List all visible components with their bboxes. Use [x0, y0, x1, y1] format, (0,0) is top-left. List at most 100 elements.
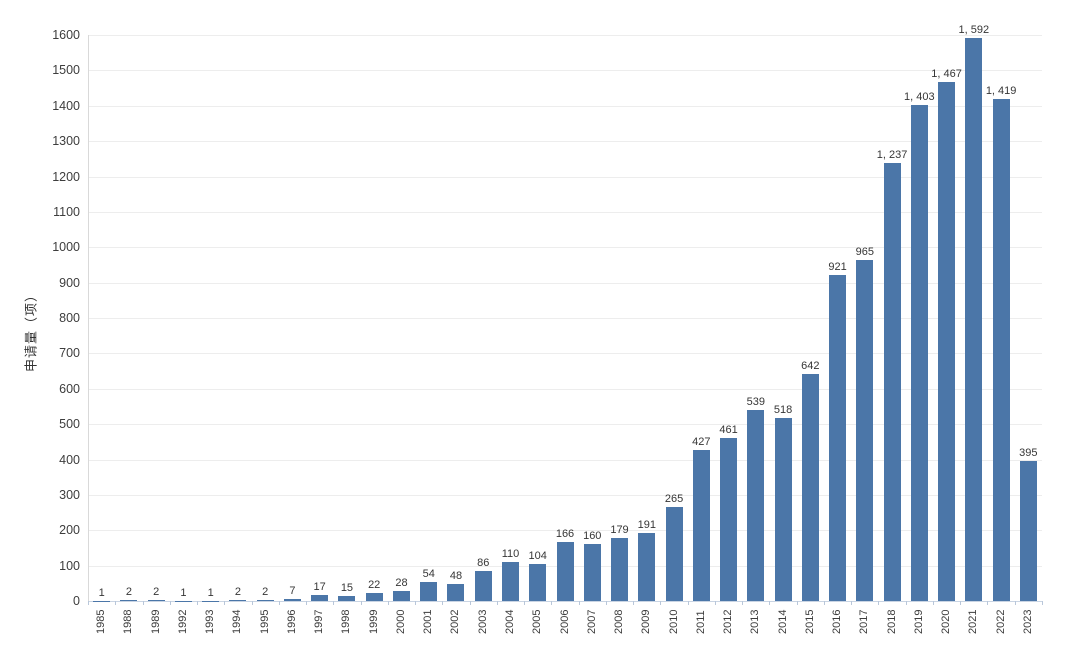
bar-value-label-2000: 28: [395, 577, 408, 590]
bar-2016: [829, 275, 847, 601]
x-axis-tick: [578, 601, 580, 605]
x-tick-label-2019: 2019: [912, 609, 925, 634]
x-axis-line: [88, 601, 1042, 602]
y-tick-label-1100: 1100: [53, 204, 80, 219]
x-axis-tick: [306, 601, 308, 605]
gridline-200: [88, 530, 1042, 532]
x-axis-tick: [660, 601, 662, 605]
x-tick-label-2005: 2005: [531, 609, 544, 634]
y-tick-label-1000: 1000: [52, 240, 80, 255]
x-tick-label-2012: 2012: [722, 609, 735, 634]
bar-value-label-1992: 1: [180, 586, 187, 599]
bar-value-label-2008: 179: [610, 523, 629, 536]
y-tick-label-1400: 1400: [52, 98, 80, 113]
bar-value-label-2002: 48: [449, 570, 463, 583]
x-tick-label-2000: 2000: [394, 609, 407, 634]
x-tick-label-1998: 1998: [340, 609, 353, 634]
x-axis-tick: [823, 601, 825, 605]
bar-2019: [910, 104, 928, 601]
x-tick-label-2022: 2022: [994, 609, 1007, 634]
bar-value-label-2005: 104: [528, 550, 547, 563]
bar-2022: [992, 99, 1010, 601]
bar-1997: [311, 595, 329, 601]
gridline-1400: [88, 105, 1042, 107]
bar-1989: [147, 600, 165, 601]
x-axis-tick: [905, 601, 907, 605]
bar-value-label-2007: 160: [583, 530, 602, 543]
plot-area: 1 2 2 1 1 2 2 7 17 15 22 28 54 48 86 110 104 166 160 179 191…: [88, 24, 1043, 605]
x-tick-label-1994: 1994: [231, 609, 244, 634]
bar-value-label-1988: 2: [125, 586, 132, 599]
bar-2015: [801, 373, 819, 601]
x-axis-tick: [987, 601, 989, 605]
bar-value-label-1993: 1: [207, 586, 214, 599]
x-axis-tick: [197, 601, 199, 605]
x-tick-label-2011: 2011: [694, 610, 707, 634]
x-axis-tick: [496, 601, 498, 605]
y-tick-label-700: 700: [59, 346, 80, 361]
x-tick-label-1993: 1993: [204, 609, 217, 634]
x-tick-label-2021: 2021: [967, 609, 980, 634]
x-axis-tick: [687, 601, 689, 605]
bar-value-label-1997: 17: [313, 581, 326, 593]
x-axis-tick: [224, 601, 226, 605]
x-tick-label-2004: 2004: [503, 609, 516, 634]
x-tick-label-1997: 1997: [313, 609, 326, 634]
x-axis-tick: [851, 601, 853, 605]
x-axis-tick: [469, 601, 471, 605]
x-axis-tick: [742, 601, 744, 605]
y-tick-label-900: 900: [59, 275, 80, 290]
x-tick-label-2023: 2023: [1021, 609, 1034, 634]
bar-1996: [283, 598, 301, 601]
bar-value-label-2010: 265: [664, 493, 684, 506]
bar-value-label-1998: 15: [340, 581, 354, 594]
bar-value-label-2022: 1, 419: [985, 85, 1017, 98]
x-axis-tick: [633, 601, 635, 605]
gridline-1200: [88, 176, 1042, 178]
bar-value-label-2004: 110: [501, 548, 520, 561]
bar-2009: [638, 533, 656, 601]
bar-value-label-2014: 518: [773, 403, 793, 416]
gridline-1100: [88, 211, 1042, 213]
x-axis-tick: [1042, 601, 1043, 605]
gridline-900: [88, 282, 1042, 284]
x-axis-tick: [333, 601, 335, 605]
bar-2005: [529, 564, 547, 601]
bar-2018: [883, 163, 901, 601]
x-axis-tick: [714, 601, 716, 605]
x-tick-label-1985: 1985: [95, 609, 108, 634]
y-tick-label-400: 400: [59, 452, 80, 467]
bar-1994: [229, 600, 247, 601]
x-tick-label-2013: 2013: [749, 609, 762, 634]
y-tick-label-100: 100: [59, 558, 80, 573]
bar-value-label-2020: 1, 467: [931, 68, 962, 81]
x-tick-label-1992: 1992: [176, 609, 189, 634]
bar-value-label-2001: 54: [422, 567, 435, 580]
gridline-1000: [88, 247, 1042, 249]
bar-2012: [720, 437, 738, 601]
gridline-1500: [88, 70, 1042, 72]
x-tick-label-2015: 2015: [803, 609, 816, 634]
bar-1998: [338, 595, 356, 601]
x-tick-label-2018: 2018: [885, 609, 898, 634]
bar-value-label-2017: 965: [855, 245, 875, 258]
bar-1988: [120, 600, 138, 601]
y-axis-line: [88, 35, 89, 601]
x-axis-tick: [360, 601, 362, 605]
bar-value-label-1985: 1: [98, 586, 105, 599]
bar-2002: [447, 584, 465, 601]
bar-2001: [420, 581, 438, 601]
x-tick-label-1996: 1996: [285, 609, 298, 634]
y-tick-label-200: 200: [59, 523, 80, 538]
y-tick-label-0: 0: [73, 594, 80, 608]
bar-value-label-1995: 2: [262, 586, 269, 599]
x-axis-tick: [769, 601, 771, 605]
x-tick-label-1988: 1988: [122, 609, 135, 634]
x-tick-label-2014: 2014: [776, 609, 789, 634]
gridline-1300: [88, 141, 1042, 143]
bar-2017: [856, 259, 874, 601]
y-tick-label-1200: 1200: [52, 169, 80, 184]
x-axis-tick: [251, 601, 253, 605]
x-tick-label-1999: 1999: [367, 609, 380, 634]
x-axis-tick: [415, 601, 417, 605]
